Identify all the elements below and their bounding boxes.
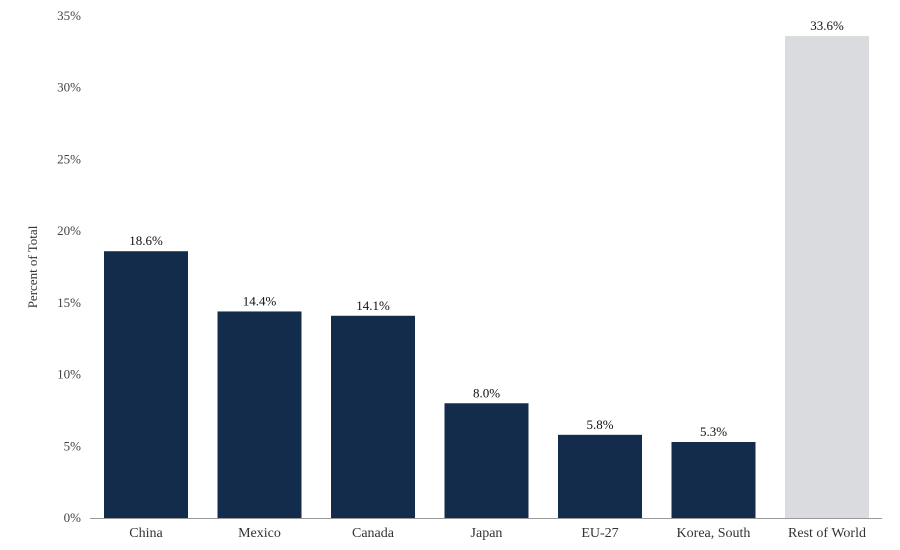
bar bbox=[444, 403, 529, 518]
x-tick-label: Canada bbox=[352, 526, 395, 541]
bar bbox=[104, 251, 188, 519]
y-tick-label: 35% bbox=[57, 8, 81, 23]
bar bbox=[785, 36, 869, 519]
bar bbox=[671, 441, 756, 518]
y-tick-label: 25% bbox=[57, 151, 81, 166]
y-tick-label: 5% bbox=[64, 438, 82, 453]
x-tick-label: Rest of World bbox=[788, 526, 866, 541]
value-labels: 18.6% 14.4% 14.1% 8.0% 5.8% 5.3% 33.6% bbox=[129, 18, 844, 439]
bar-value-label: 33.6% bbox=[810, 18, 844, 33]
bar-value-label: 18.6% bbox=[129, 233, 163, 248]
bar bbox=[217, 311, 302, 518]
y-tick-label: 30% bbox=[57, 80, 81, 95]
bar-value-label: 8.0% bbox=[473, 385, 500, 400]
x-tick-label: Japan bbox=[471, 526, 503, 541]
y-tick-label: 20% bbox=[57, 223, 81, 238]
bar-value-label: 14.4% bbox=[243, 293, 277, 308]
x-tick-label: China bbox=[129, 526, 163, 541]
bar-value-label: 14.1% bbox=[356, 298, 390, 313]
x-tick-label: Korea, South bbox=[677, 526, 751, 541]
bar-value-label: 5.3% bbox=[700, 424, 727, 439]
y-tick-label: 10% bbox=[57, 367, 81, 382]
y-axis-ticks: 0% 5% 10% 15% 20% 25% 30% 35% bbox=[57, 8, 81, 525]
bars bbox=[104, 36, 869, 519]
bar-value-label: 5.8% bbox=[586, 417, 613, 432]
x-tick-label: EU-27 bbox=[581, 526, 618, 541]
y-tick-label: 15% bbox=[57, 295, 81, 310]
y-tick-label: 0% bbox=[64, 510, 82, 525]
x-tick-label: Mexico bbox=[238, 526, 281, 541]
bar bbox=[331, 315, 415, 518]
y-axis-title: Percent of Total bbox=[25, 225, 40, 308]
x-axis-labels: China Mexico Canada Japan EU-27 Korea, South R… bbox=[129, 526, 866, 541]
bar bbox=[558, 434, 642, 518]
